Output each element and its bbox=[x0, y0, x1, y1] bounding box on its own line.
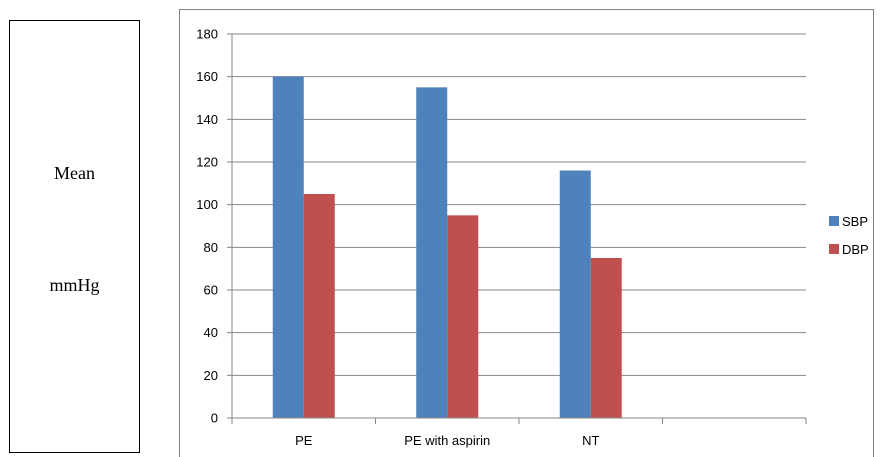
y-tick-label-120: 120 bbox=[196, 155, 218, 170]
legend-swatch-sbp bbox=[829, 216, 839, 226]
bar-dbp-2 bbox=[590, 258, 622, 418]
bar-sbp-2 bbox=[559, 170, 591, 418]
bars bbox=[272, 76, 622, 419]
x-tick-label-2: NT bbox=[582, 433, 599, 448]
y-axis-label-mean: Mean bbox=[54, 163, 95, 183]
y-tick-label-140: 140 bbox=[196, 112, 218, 127]
y-tick-labels: 0 20 40 60 80 100 120 140 160 180 bbox=[196, 27, 218, 426]
legend-label-sbp: SBP bbox=[842, 214, 868, 229]
x-axis bbox=[231, 417, 807, 424]
bar-sbp-1 bbox=[416, 87, 448, 418]
y-tick-label-180: 180 bbox=[196, 27, 218, 42]
legend-swatch-dbp bbox=[829, 244, 839, 254]
y-tick-label-160: 160 bbox=[196, 69, 218, 84]
x-tick-labels: PE PE with aspirin NT bbox=[295, 433, 599, 448]
y-axis-label-unit: mmHg bbox=[49, 275, 100, 295]
y-tick-label-80: 80 bbox=[204, 240, 218, 255]
x-tick-label-1: PE with aspirin bbox=[404, 433, 490, 448]
legend-label-dbp: DBP bbox=[842, 242, 869, 257]
bar-sbp-0 bbox=[272, 76, 304, 419]
bar-dbp-1 bbox=[447, 215, 479, 418]
y-tick-label-60: 60 bbox=[204, 283, 218, 298]
y-axis-label-box: Mean mmHg bbox=[9, 20, 140, 453]
legend: SBP DBP bbox=[829, 214, 869, 257]
x-tick-label-0: PE bbox=[295, 433, 313, 448]
y-tick-label-20: 20 bbox=[204, 368, 218, 383]
y-tick-label-0: 0 bbox=[211, 411, 218, 426]
bar-dbp-0 bbox=[303, 194, 335, 418]
y-tick-label-40: 40 bbox=[204, 325, 218, 340]
y-tick-label-100: 100 bbox=[196, 197, 218, 212]
